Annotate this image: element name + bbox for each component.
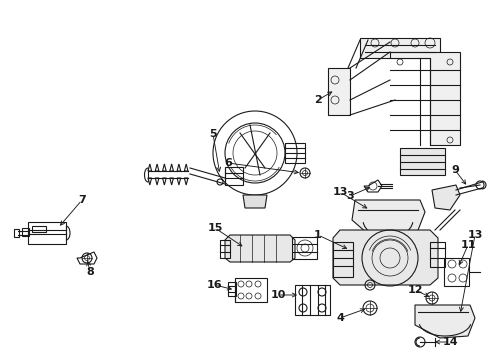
Bar	[294, 285, 329, 315]
Text: 10: 10	[270, 290, 285, 300]
Text: 1: 1	[313, 230, 321, 240]
Text: 4: 4	[335, 313, 343, 323]
Text: 13: 13	[467, 230, 482, 240]
Text: 12: 12	[407, 285, 422, 295]
Text: 8: 8	[86, 267, 94, 277]
Bar	[32, 226, 46, 232]
Text: 9: 9	[450, 165, 458, 175]
Bar	[14, 229, 19, 237]
Text: 11: 11	[459, 240, 475, 250]
Text: 15: 15	[207, 223, 222, 233]
Polygon shape	[431, 185, 459, 210]
Polygon shape	[332, 230, 437, 285]
Bar	[227, 282, 236, 296]
Text: 7: 7	[78, 195, 86, 205]
Polygon shape	[243, 195, 266, 208]
Polygon shape	[224, 235, 294, 262]
Text: 2: 2	[313, 95, 321, 105]
Bar	[443, 258, 468, 286]
Bar	[28, 222, 66, 244]
Polygon shape	[359, 38, 439, 58]
Bar	[22, 228, 29, 236]
Text: 13: 13	[332, 187, 347, 197]
Bar	[224, 167, 243, 185]
Text: 3: 3	[346, 191, 353, 201]
Bar	[235, 278, 266, 302]
Text: 6: 6	[224, 158, 231, 168]
Bar	[332, 242, 352, 277]
Text: 16: 16	[207, 280, 223, 290]
Text: 5: 5	[209, 129, 216, 139]
Bar	[285, 143, 305, 163]
Polygon shape	[327, 68, 349, 115]
Bar	[429, 242, 444, 267]
Polygon shape	[399, 148, 444, 175]
Polygon shape	[389, 52, 459, 145]
Polygon shape	[414, 305, 474, 338]
Bar	[291, 237, 316, 259]
Polygon shape	[351, 200, 424, 240]
Bar	[220, 240, 229, 258]
Text: 14: 14	[441, 337, 457, 347]
